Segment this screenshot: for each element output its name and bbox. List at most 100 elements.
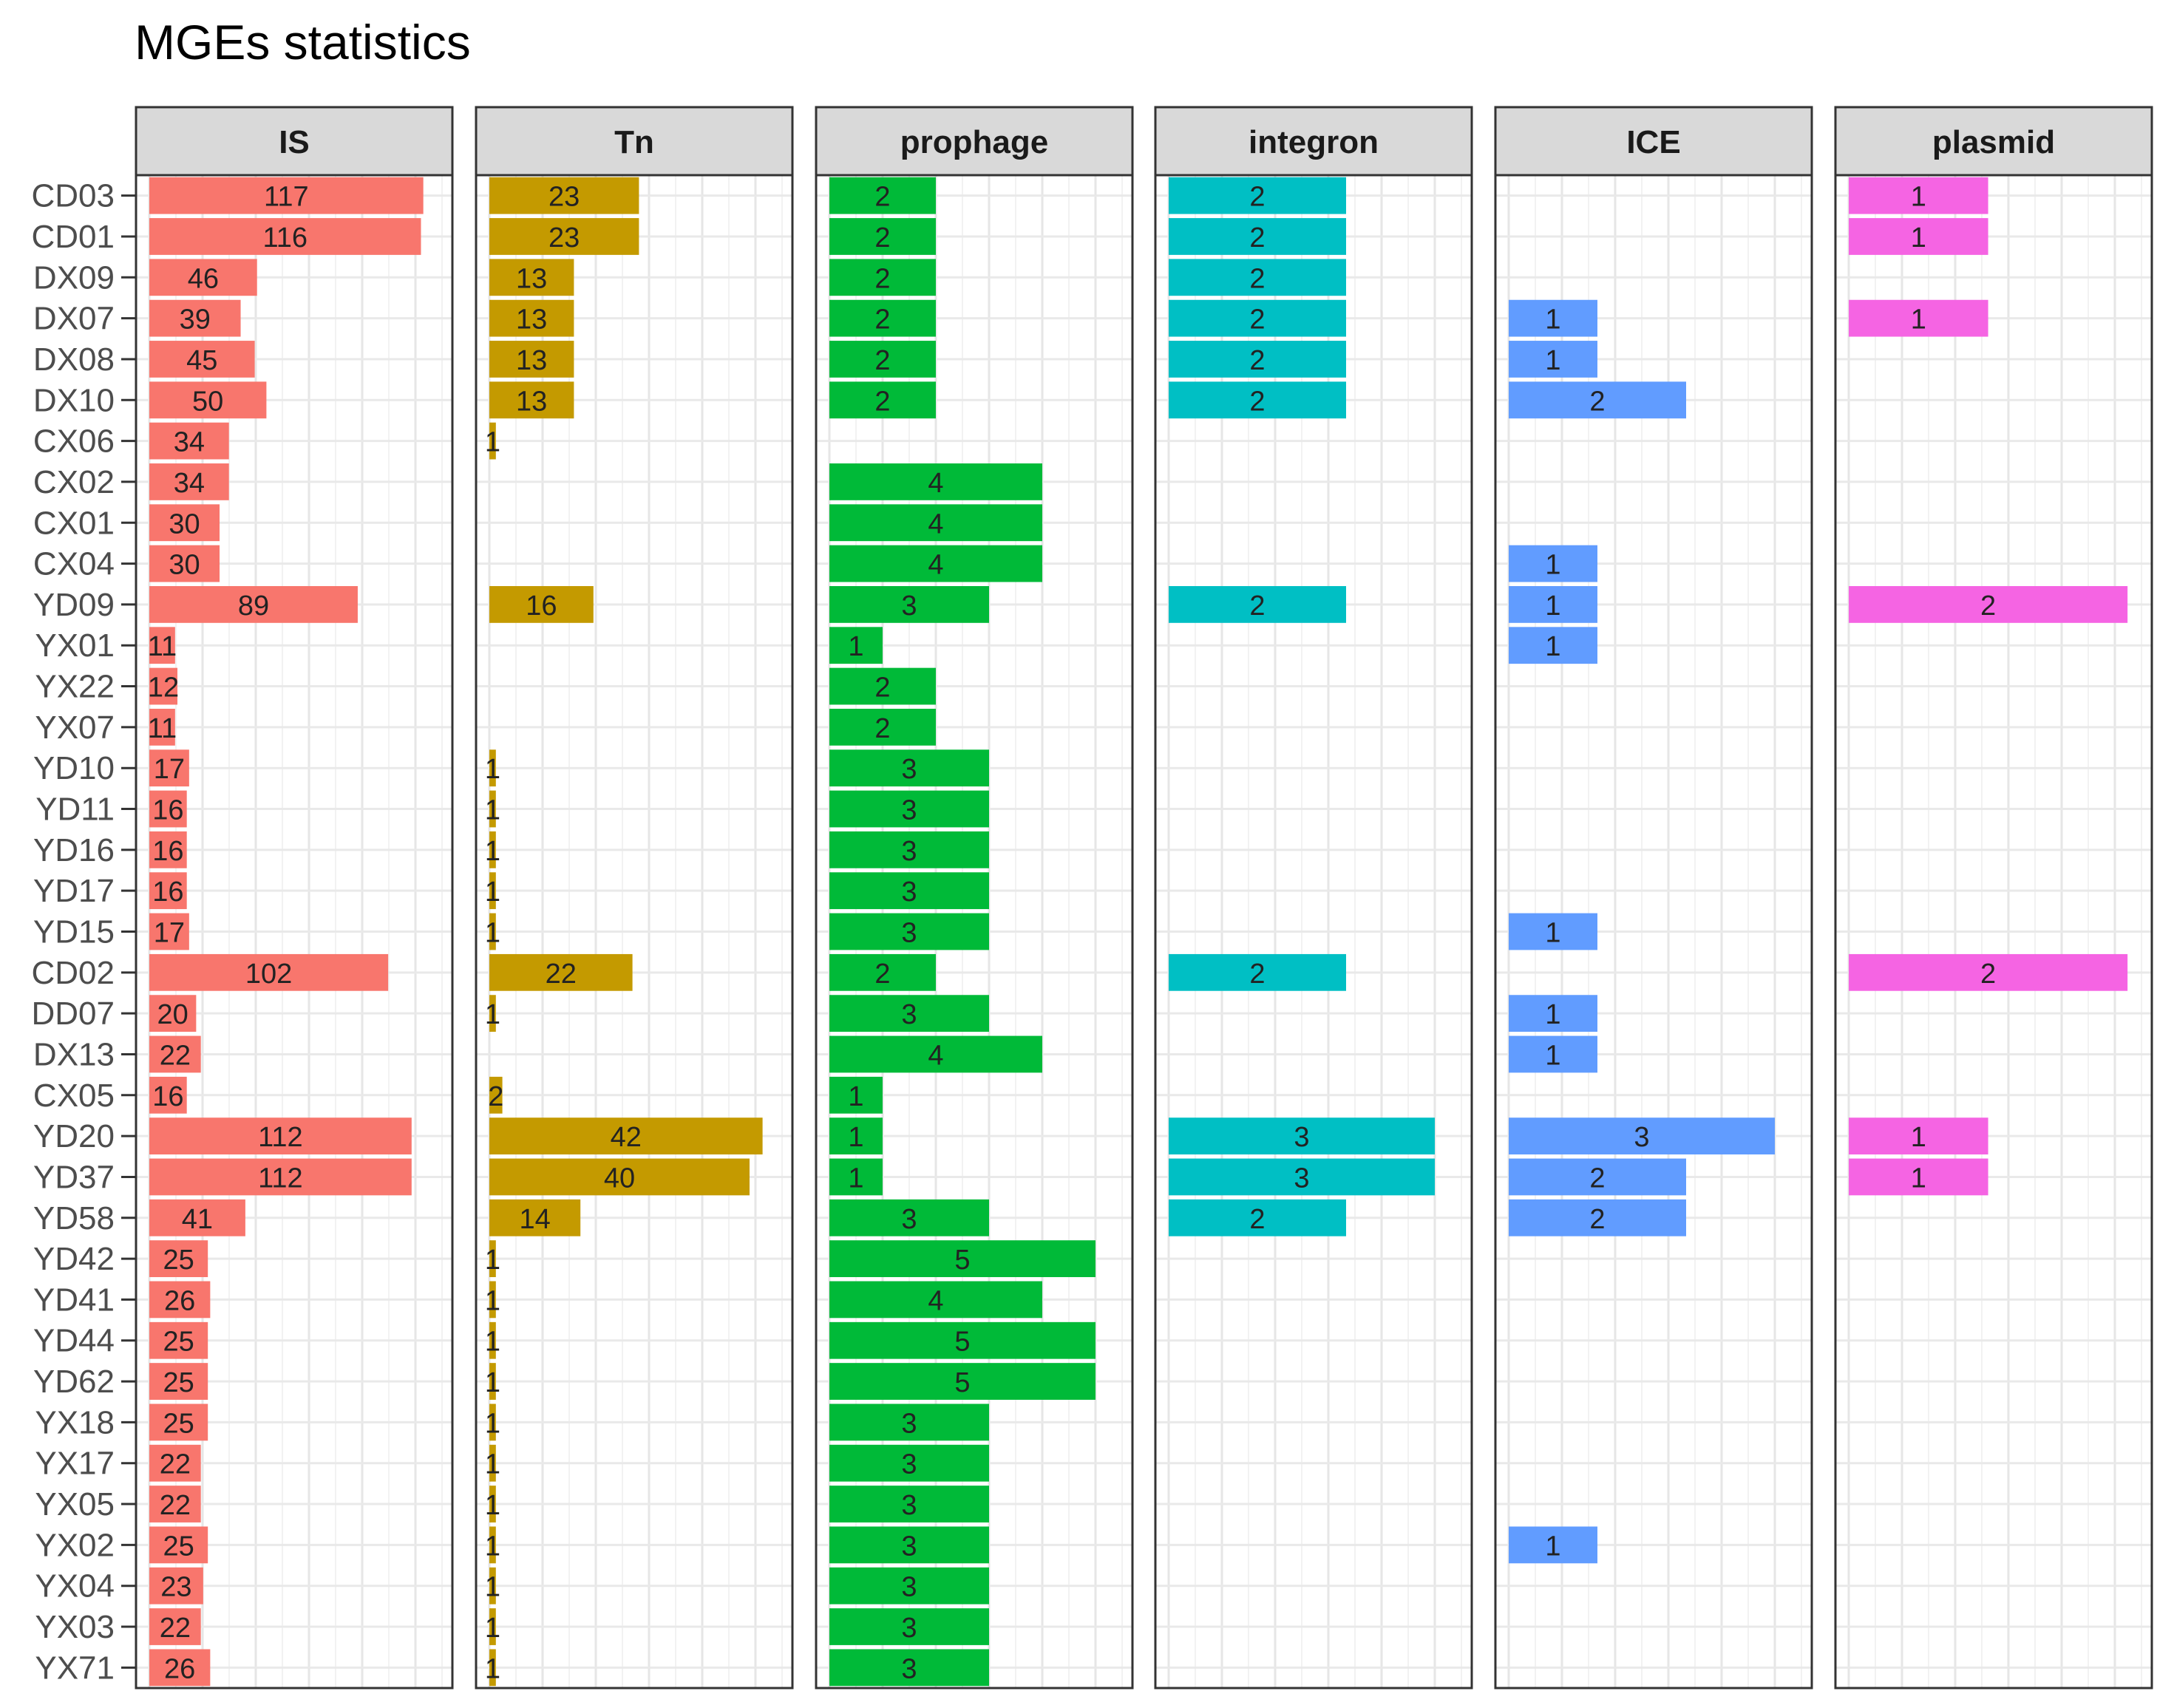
bar-integron-dx08	[1169, 341, 1346, 378]
bar-prophage-cd03	[829, 177, 936, 214]
data-label-is-yd37: 112	[258, 1163, 303, 1194]
data-label-prophage-yx03: 3	[901, 1613, 917, 1644]
data-label-ice-yd15: 1	[1545, 918, 1560, 949]
facet-panels: IS11711646394550343430308911121117161616…	[135, 106, 2153, 1690]
data-label-plasmid-cd02: 2	[1980, 959, 1996, 990]
y-tick-label-yx05: YX05	[35, 1486, 115, 1522]
data-label-prophage-yd58: 3	[901, 1204, 917, 1235]
data-label-prophage-yd44: 5	[954, 1327, 970, 1358]
facet-strip-is	[135, 106, 454, 177]
data-label-tn-yx71: 1	[485, 1653, 500, 1684]
bar-prophage-yx07	[829, 708, 936, 746]
data-label-prophage-yd20: 1	[848, 1122, 863, 1153]
data-label-tn-yd16: 1	[485, 836, 500, 867]
bar-is-dx09	[149, 259, 257, 296]
data-label-is-cx04: 30	[169, 550, 200, 581]
panel-border	[1834, 174, 2153, 1690]
data-label-plasmid-cd01: 1	[1911, 222, 1926, 254]
bar-prophage-yx02	[829, 1526, 989, 1564]
y-tick-label-yd16: YD16	[33, 832, 115, 868]
y-tick-label-cd01: CD01	[32, 219, 115, 255]
bar-prophage-yd58	[829, 1199, 989, 1236]
bar-prophage-yd17	[829, 872, 989, 910]
data-label-prophage-cx02: 4	[928, 468, 943, 499]
bar-is-yx71	[149, 1649, 211, 1687]
y-tick-label-cx05: CX05	[33, 1078, 115, 1114]
data-label-ice-dd07: 1	[1545, 999, 1560, 1030]
bar-ice-dx07	[1509, 299, 1597, 337]
bar-tn-yx03	[489, 1608, 496, 1645]
y-tick-label-dx10: DX10	[33, 382, 115, 418]
bar-tn-yd42	[489, 1240, 496, 1277]
data-label-plasmid-yd37: 1	[1911, 1163, 1926, 1194]
data-label-is-yd16: 16	[152, 836, 183, 867]
bar-prophage-yd16	[829, 831, 989, 868]
data-label-integron-dx08: 2	[1249, 345, 1265, 376]
data-label-prophage-cx04: 4	[928, 550, 943, 581]
y-tick-label-yd42: YD42	[33, 1241, 115, 1277]
bar-integron-dx07	[1169, 299, 1346, 337]
data-label-is-cd01: 116	[262, 222, 308, 254]
data-label-tn-dx08: 13	[516, 345, 547, 376]
bar-plasmid-cd01	[1849, 218, 1988, 255]
bar-ice-yd20	[1509, 1117, 1775, 1155]
bar-tn-yd16	[489, 831, 496, 868]
bar-tn-yd44	[489, 1321, 496, 1359]
data-label-is-yx71: 26	[164, 1653, 195, 1684]
bar-prophage-cx02	[829, 463, 1042, 500]
bar-prophage-dx13	[829, 1035, 1042, 1073]
bar-prophage-yd41	[829, 1281, 1042, 1319]
data-label-tn-yd44: 1	[485, 1327, 500, 1358]
bar-integron-dx10	[1169, 381, 1346, 419]
bar-ice-yd15	[1509, 913, 1597, 950]
bar-prophage-yd62	[829, 1363, 1096, 1400]
bar-tn-yd62	[489, 1363, 496, 1400]
bar-tn-yx71	[489, 1649, 496, 1687]
data-label-ice-yd09: 1	[1545, 591, 1560, 622]
data-label-prophage-cx01: 4	[928, 508, 943, 540]
data-label-prophage-yx22: 2	[874, 673, 890, 704]
bar-is-yx07	[149, 708, 175, 746]
facet-strip-plasmid	[1834, 106, 2153, 177]
bar-is-cx01	[149, 504, 220, 542]
bar-is-yd11	[149, 790, 187, 828]
data-label-prophage-yd09: 3	[901, 591, 917, 622]
panel-border	[815, 174, 1134, 1690]
y-tick-label-yx18: YX18	[35, 1404, 115, 1440]
bar-integron-yd58	[1169, 1199, 1346, 1236]
bar-tn-yx18	[489, 1404, 496, 1441]
data-label-is-yd10: 17	[154, 754, 185, 785]
bar-is-dx13	[149, 1035, 201, 1073]
data-label-is-yx18: 25	[163, 1408, 194, 1439]
data-label-prophage-yx18: 3	[901, 1408, 917, 1439]
data-label-integron-dx09: 2	[1249, 263, 1265, 294]
bar-is-dd07	[149, 995, 197, 1032]
data-label-tn-yd58: 14	[519, 1204, 550, 1235]
facet-is: IS 117 116 46 39 45 50 34 34 30 30 89 11 12 11 17 16 16 16…	[135, 106, 454, 1690]
data-label-is-cx06: 34	[174, 427, 205, 458]
y-tick-label-yx17: YX17	[35, 1446, 115, 1482]
y-tick-label-cd03: CD03	[32, 178, 115, 214]
bar-is-yx04	[149, 1567, 203, 1605]
data-label-integron-yd37: 3	[1294, 1163, 1309, 1194]
data-label-prophage-cd01: 2	[874, 222, 890, 254]
bar-is-yd58	[149, 1199, 245, 1236]
panel-border	[475, 174, 794, 1690]
bar-tn-cd03	[489, 177, 639, 214]
data-label-tn-yd09: 16	[526, 591, 557, 622]
data-label-integron-cd03: 2	[1249, 182, 1265, 213]
bar-ice-yd37	[1509, 1158, 1686, 1196]
y-tick-label-cx04: CX04	[33, 546, 115, 582]
y-tick-label-yd09: YD09	[33, 587, 115, 623]
data-label-tn-yd41: 1	[485, 1285, 500, 1316]
data-label-prophage-yx02: 3	[901, 1531, 917, 1562]
bar-is-yx22	[149, 667, 178, 705]
bar-tn-yd20	[489, 1117, 763, 1155]
bar-is-dx10	[149, 381, 267, 419]
data-label-tn-yx18: 1	[485, 1408, 500, 1439]
data-label-is-cd03: 117	[264, 182, 309, 213]
y-tick-label-cx02: CX02	[33, 464, 115, 500]
bar-plasmid-cd02	[1849, 953, 2128, 991]
data-label-tn-cd03: 23	[548, 182, 580, 213]
